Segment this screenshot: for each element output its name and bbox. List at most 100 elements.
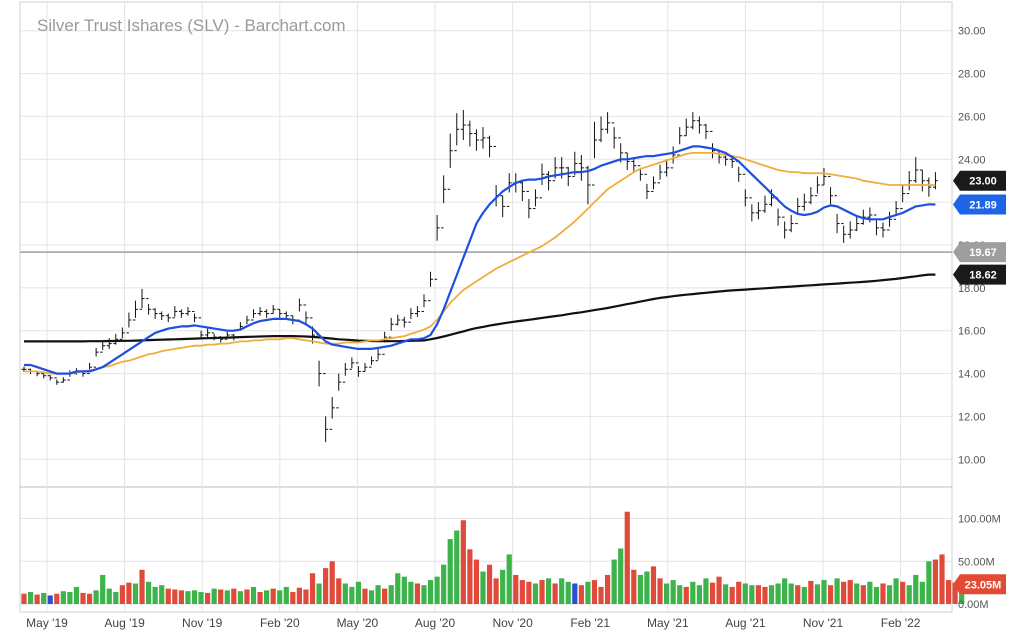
volume-bar (683, 586, 689, 604)
volume-bar (775, 583, 781, 604)
ohlc-bar (841, 223, 847, 243)
price-tick-label: 18.00 (958, 283, 986, 295)
ohlc-bar (60, 377, 66, 383)
ohlc-bar (506, 173, 512, 207)
volume-bar (545, 578, 552, 604)
ohlc-bar (257, 307, 263, 316)
ohlc-bar (447, 133, 453, 190)
volume-bar (519, 580, 525, 604)
volume-bar (932, 559, 939, 604)
volume-bar (401, 576, 407, 604)
ohlc-bar (159, 311, 165, 320)
volume-bar (900, 581, 906, 604)
volume-bar (578, 585, 584, 604)
ohlc-bar (605, 112, 611, 134)
volume-bar (664, 583, 670, 604)
volume-bar (913, 574, 919, 604)
ohlc-bar (126, 312, 132, 334)
volume-bar (362, 588, 368, 604)
last-value-tag-label: 18.62 (969, 270, 997, 282)
date-axis: May '19 Aug '19 Nov '19 Feb '20 May '20 Aug '… (26, 616, 921, 630)
volume-bar (126, 582, 132, 604)
volume-bar (159, 585, 165, 604)
volume-bar (644, 571, 650, 604)
price-tick-label: 12.00 (958, 411, 986, 423)
volume-bar (86, 593, 93, 604)
ohlc-bar (591, 121, 597, 186)
ohlc-bar (336, 373, 342, 409)
volume-bar (467, 549, 473, 604)
volume-bar (205, 592, 211, 604)
volume-bar (132, 583, 139, 604)
ohlc-bar (414, 306, 420, 317)
ohlc-bar (710, 130, 715, 159)
ohlc-bar (532, 189, 538, 210)
volume-bar (939, 554, 945, 604)
ohlc-bar (355, 362, 361, 377)
price-tick-label: 30.00 (958, 26, 986, 38)
volume-bar (604, 574, 611, 604)
last-value-tag-shape (953, 170, 1006, 191)
volume-bar (486, 564, 493, 604)
volume-bar (618, 548, 624, 604)
volume-value-tag-shape (953, 574, 1006, 595)
volume-bar (808, 580, 814, 604)
ohlc-bar (362, 362, 368, 372)
volume-bar (926, 561, 932, 604)
ohlc-bar (578, 155, 584, 181)
volume-bar (506, 554, 512, 604)
ohlc-bar (650, 176, 656, 192)
volume-bar (513, 574, 519, 604)
ohlc-bar (41, 373, 47, 379)
volume-bar (165, 588, 171, 604)
volume-bar (585, 581, 591, 604)
volume-bar (427, 580, 434, 604)
date-tick-label: May '21 (647, 616, 689, 630)
ohlc-bar (152, 308, 158, 319)
reference-value-tag-label: 19.67 (969, 247, 997, 259)
volume-bar (880, 583, 886, 604)
volume-bar (316, 583, 322, 604)
ohlc-bar (873, 214, 879, 236)
volume-bar (264, 590, 270, 604)
volume-bar (834, 578, 840, 604)
ohlc-bar (932, 172, 938, 190)
price-tick-label: 10.00 (958, 454, 986, 466)
last-value-tag: 23.00 (953, 170, 1006, 191)
ohlc-bar (742, 173, 748, 207)
volume-bar (296, 587, 302, 604)
last-value-tag-shape (953, 194, 1006, 215)
ohlc-bar (893, 201, 899, 220)
date-tick-label: Feb '22 (881, 616, 921, 630)
volume-value-tag-label: 23.05M (965, 579, 1002, 591)
volume-bar (729, 586, 735, 604)
volume-bar (952, 582, 958, 604)
ohlc-bar (473, 129, 479, 151)
volume-bar (657, 578, 663, 604)
ohlc-bar (500, 195, 506, 218)
ohlc-bar (880, 222, 886, 238)
ohlc-bar (821, 167, 827, 186)
ohlc-bar (132, 300, 138, 321)
ohlc-bar (119, 327, 125, 340)
volume-bar (919, 581, 925, 604)
volume-bar (893, 578, 899, 604)
date-tick-label: May '20 (337, 616, 379, 630)
ohlc-bar (637, 165, 643, 181)
volume-bar (624, 511, 630, 604)
date-tick-label: Feb '20 (260, 616, 300, 630)
volume-bar (93, 590, 99, 604)
reference-value-tag-shape (953, 242, 1006, 263)
ohlc-bar (519, 181, 525, 202)
volume-bar (172, 589, 178, 604)
volume-bar (323, 568, 329, 604)
volume-bar (572, 583, 578, 604)
ohlc-bar (913, 157, 919, 183)
volume-bar (827, 585, 834, 604)
date-tick-label: Aug '19 (104, 616, 145, 630)
ohlc-bar (270, 305, 276, 315)
ohlc-bar (113, 333, 119, 345)
volume-bar (906, 585, 912, 604)
volume-bar (552, 583, 558, 604)
